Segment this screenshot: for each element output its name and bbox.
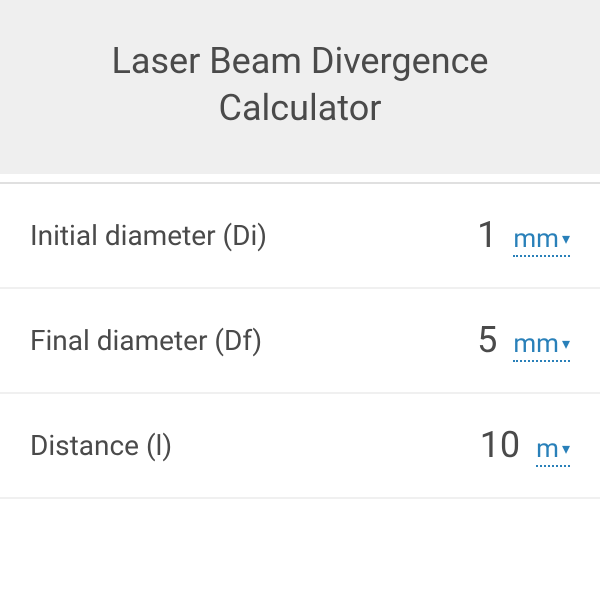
input-row-final-diameter: Final diameter (Df) 5 mm ▾	[0, 287, 600, 392]
title-line-1: Laser Beam Divergence	[111, 40, 488, 82]
calculator-container: Laser Beam Divergence Calculator Initial…	[0, 0, 600, 600]
calculator-header: Laser Beam Divergence Calculator	[0, 0, 600, 174]
value-final-diameter[interactable]: 5	[477, 319, 497, 361]
unit-text-initial-diameter: mm	[513, 224, 559, 254]
page-title: Laser Beam Divergence Calculator	[30, 38, 570, 132]
value-distance[interactable]: 10	[480, 424, 520, 466]
unit-text-final-diameter: mm	[513, 329, 559, 359]
chevron-down-icon: ▾	[562, 334, 570, 353]
unit-select-final-diameter[interactable]: mm ▾	[513, 329, 570, 362]
unit-select-distance[interactable]: m ▾	[536, 434, 570, 467]
input-row-partial	[0, 497, 600, 547]
input-row-distance: Distance (l) 10 m ▾	[0, 392, 600, 497]
title-line-2: Calculator	[219, 87, 382, 129]
value-initial-diameter[interactable]: 1	[477, 214, 497, 256]
label-distance: Distance (l)	[30, 429, 480, 462]
value-group-distance: 10 m ▾	[480, 424, 570, 467]
input-rows: Initial diameter (Di) 1 mm ▾ Final diame…	[0, 174, 600, 547]
unit-select-initial-diameter[interactable]: mm ▾	[513, 224, 570, 257]
input-row-initial-diameter: Initial diameter (Di) 1 mm ▾	[0, 182, 600, 287]
value-group-final-diameter: 5 mm ▾	[477, 319, 570, 362]
chevron-down-icon: ▾	[562, 229, 570, 248]
chevron-down-icon: ▾	[562, 439, 570, 458]
value-group-initial-diameter: 1 mm ▾	[477, 214, 570, 257]
unit-text-distance: m	[536, 434, 559, 464]
label-initial-diameter: Initial diameter (Di)	[30, 219, 477, 252]
label-final-diameter: Final diameter (Df)	[30, 324, 477, 357]
